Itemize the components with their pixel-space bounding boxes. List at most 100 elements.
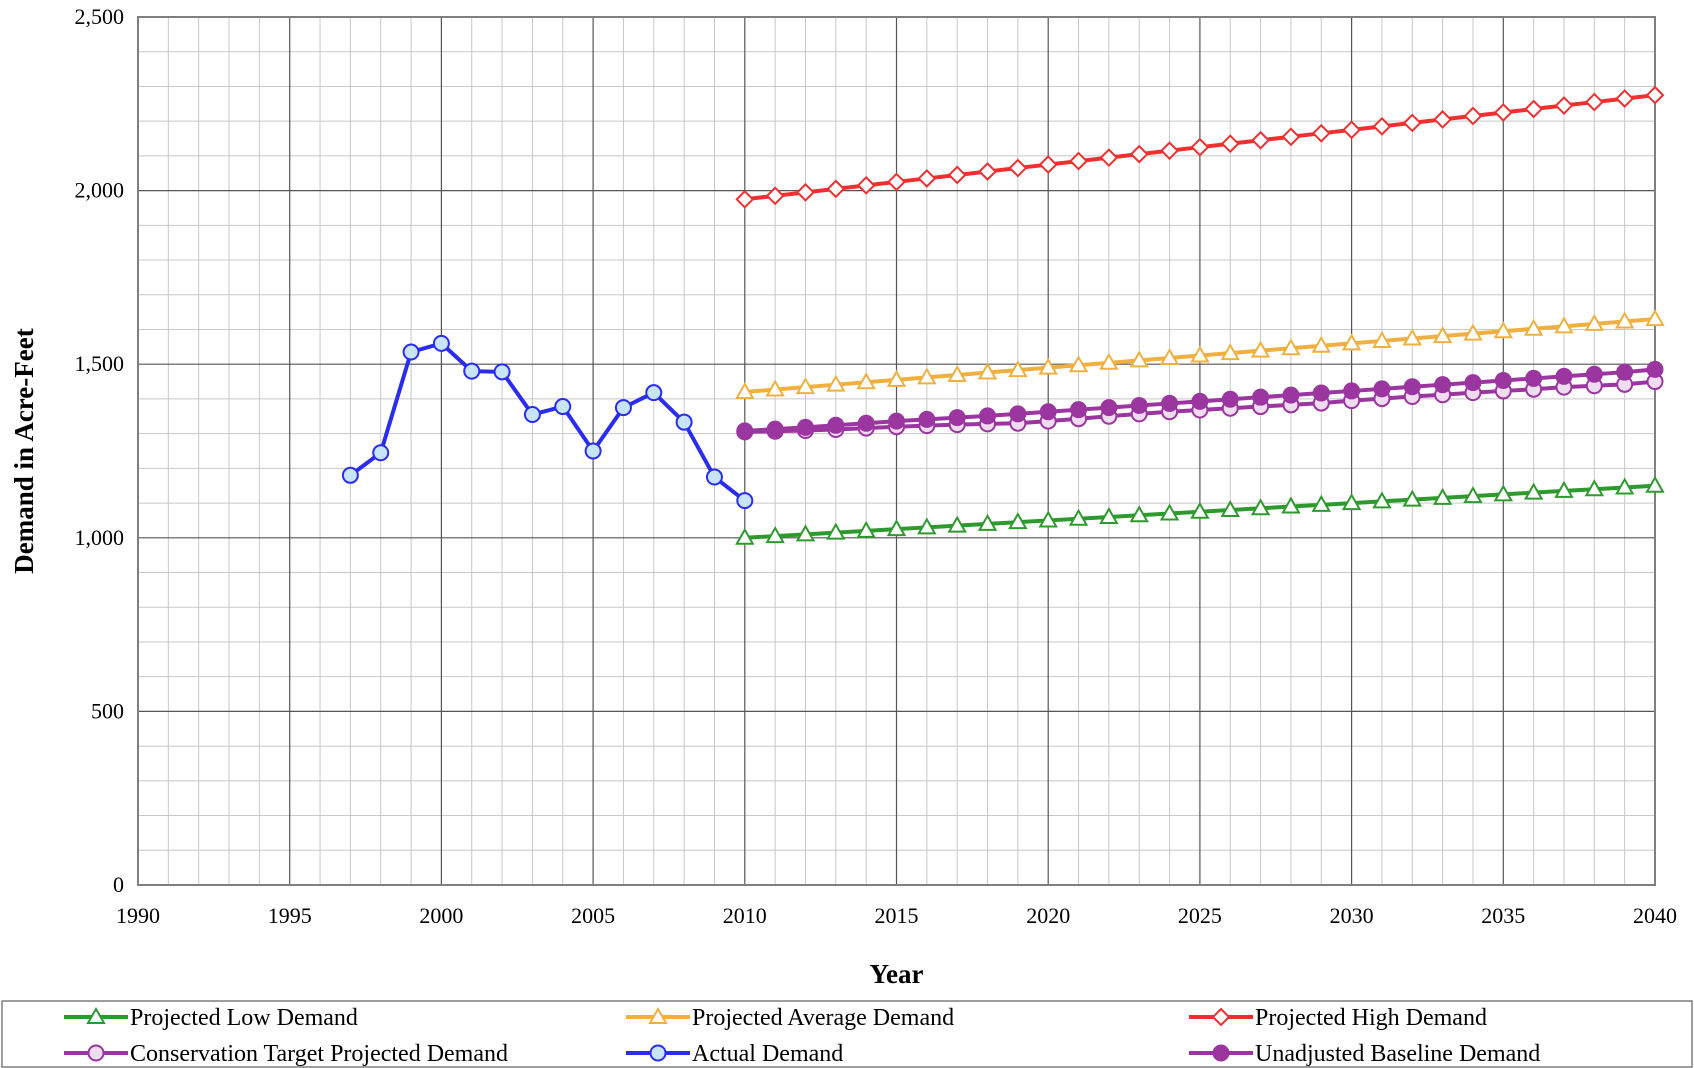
data-point xyxy=(372,444,390,462)
data-point xyxy=(736,492,754,510)
data-point xyxy=(1190,345,1210,363)
data-point xyxy=(1281,127,1301,147)
data-point xyxy=(1038,510,1058,528)
legend-item-3: Conservation Target Projected Demand xyxy=(64,1041,508,1067)
x-tick-label: 1990 xyxy=(116,903,160,928)
data-point xyxy=(1311,335,1331,353)
data-point xyxy=(1221,390,1239,408)
data-point xyxy=(735,527,755,545)
data-point xyxy=(463,362,481,380)
data-point xyxy=(705,468,723,486)
data-point xyxy=(432,334,450,352)
data-point xyxy=(1311,123,1331,143)
data-point xyxy=(1614,477,1635,495)
data-point xyxy=(1341,493,1362,511)
data-point xyxy=(1554,316,1574,334)
legend-label: Projected Low Demand xyxy=(130,1005,358,1031)
data-point xyxy=(1312,384,1330,402)
data-point xyxy=(1555,367,1573,385)
x-tick-label: 1995 xyxy=(268,903,312,928)
data-point xyxy=(554,398,572,416)
legend-item-1: Projected Average Demand xyxy=(626,1005,954,1031)
y-tick-label: 1,000 xyxy=(75,525,125,550)
legend-item-2: Projected High Demand xyxy=(1189,1005,1487,1031)
series-layer xyxy=(341,85,1665,545)
data-point xyxy=(1402,489,1423,507)
data-point xyxy=(1129,144,1149,164)
legend-item-0: Projected Low Demand xyxy=(64,1005,358,1031)
x-tick-label: 2020 xyxy=(1026,903,1070,928)
data-point xyxy=(1554,96,1574,115)
data-point xyxy=(1039,403,1057,421)
data-point xyxy=(856,520,876,538)
data-point xyxy=(795,377,816,395)
legend-swatch-marker xyxy=(1211,1007,1231,1027)
data-point xyxy=(1615,89,1635,109)
x-tick-label: 2000 xyxy=(419,903,463,928)
data-point xyxy=(523,406,541,424)
legend-label: Actual Demand xyxy=(692,1041,843,1067)
data-point xyxy=(977,513,998,531)
data-point xyxy=(886,369,907,387)
data-point xyxy=(1493,103,1513,122)
data-point xyxy=(584,442,602,460)
data-point xyxy=(1068,508,1089,526)
data-point xyxy=(1099,506,1119,524)
data-point xyxy=(1159,503,1180,521)
data-point xyxy=(1252,388,1270,406)
series-5 xyxy=(736,360,1664,440)
data-point xyxy=(1372,491,1392,509)
data-point xyxy=(1129,350,1149,368)
data-point xyxy=(1463,486,1483,504)
data-point xyxy=(614,399,632,417)
data-point xyxy=(1190,501,1210,519)
data-point xyxy=(947,364,967,382)
data-point xyxy=(796,418,814,436)
data-point xyxy=(1220,134,1240,154)
legend-label: Projected Average Demand xyxy=(692,1005,954,1031)
data-point xyxy=(1433,110,1453,129)
series-2 xyxy=(735,85,1665,209)
data-point xyxy=(1584,313,1605,331)
data-point xyxy=(736,422,754,440)
y-axis-tick-labels: 0 500 1,000 1,500 2,000 2,500 xyxy=(75,4,125,897)
y-tick-label: 2,000 xyxy=(75,178,125,203)
data-point xyxy=(765,526,785,544)
data-point xyxy=(886,519,907,537)
data-point xyxy=(1008,360,1028,378)
data-point xyxy=(917,367,937,385)
data-point xyxy=(735,381,755,399)
data-point xyxy=(735,189,755,209)
data-point xyxy=(1342,120,1362,140)
data-point xyxy=(918,410,936,428)
x-tick-label: 2005 xyxy=(571,903,615,928)
data-point xyxy=(1068,355,1089,373)
data-point xyxy=(979,407,997,425)
data-point xyxy=(1524,99,1544,119)
legend-swatch-marker xyxy=(649,1044,667,1062)
legend-swatch-marker xyxy=(648,1006,668,1024)
data-point xyxy=(917,517,937,535)
data-point xyxy=(1311,494,1331,512)
data-point xyxy=(1585,365,1603,383)
data-point xyxy=(888,412,905,430)
data-point xyxy=(1343,382,1361,400)
data-point xyxy=(1645,85,1665,105)
data-point xyxy=(1372,116,1392,136)
data-point xyxy=(766,420,784,438)
legend-swatch-marker xyxy=(1212,1044,1230,1062)
data-point xyxy=(1554,480,1574,498)
data-point xyxy=(402,343,420,361)
data-point xyxy=(1493,321,1514,339)
data-point xyxy=(1129,505,1149,523)
data-point xyxy=(1646,360,1664,378)
data-point xyxy=(1616,363,1634,381)
x-tick-label: 2025 xyxy=(1178,903,1222,928)
data-point xyxy=(1373,380,1391,398)
data-point xyxy=(795,524,816,542)
data-point xyxy=(1645,475,1665,493)
data-point xyxy=(1584,92,1604,112)
data-point xyxy=(947,515,967,533)
legend: Projected Low Demand Projected Average De… xyxy=(1,1000,1693,1068)
